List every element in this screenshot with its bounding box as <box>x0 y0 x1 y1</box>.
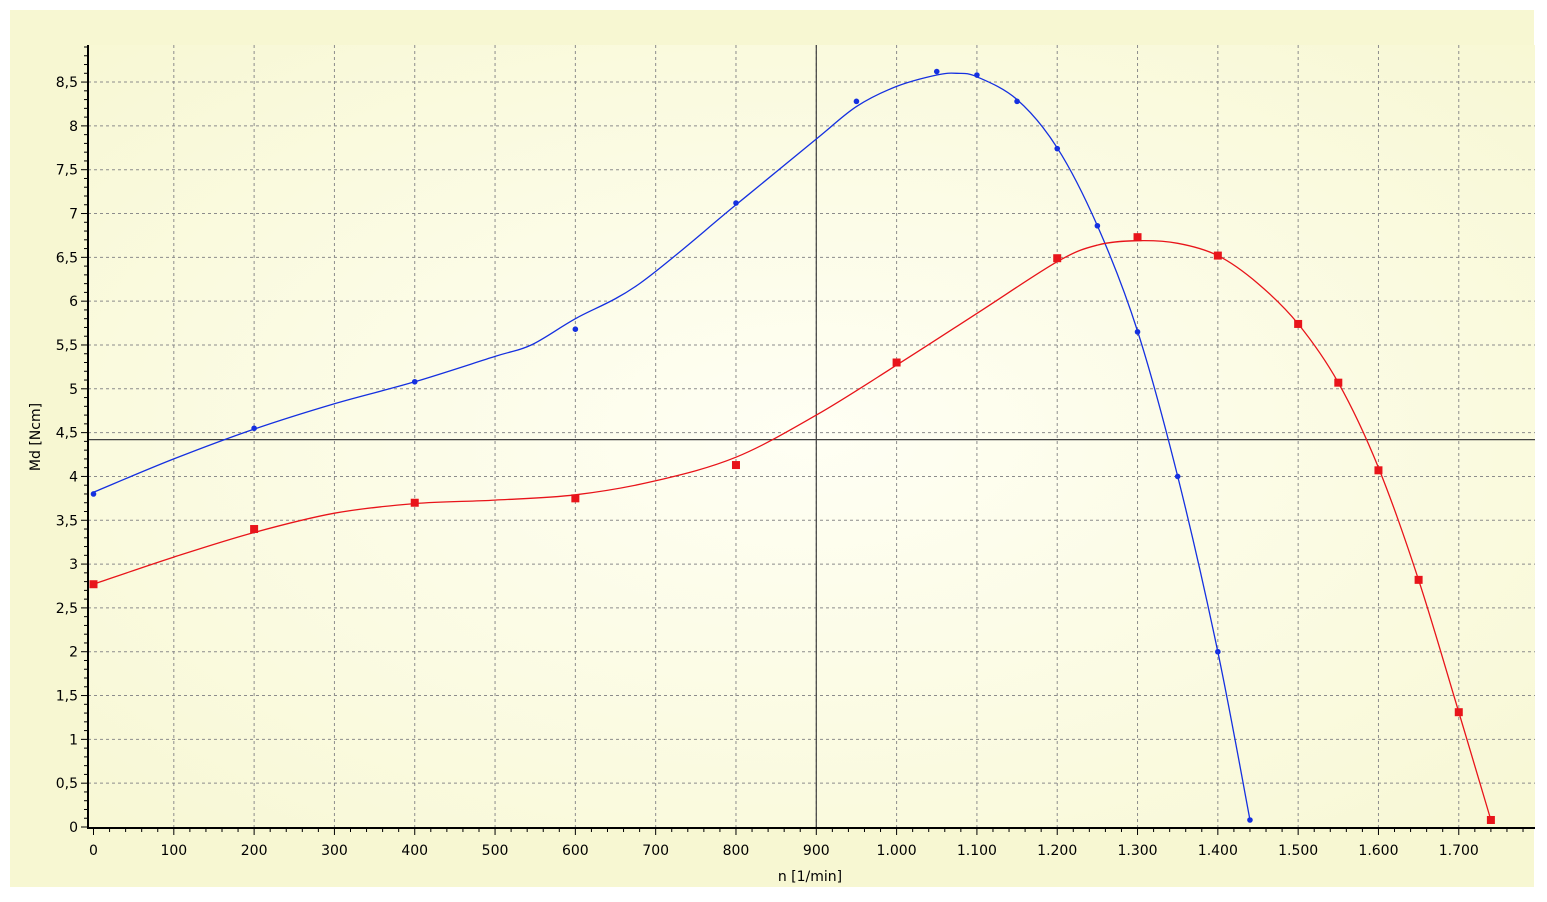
data-point-red <box>1454 708 1463 717</box>
series-layer <box>89 68 1495 824</box>
data-point-blue <box>1014 98 1020 105</box>
data-point-blue <box>1215 648 1221 655</box>
x-axis-title: n [1/min] <box>778 869 842 885</box>
data-point-red <box>571 494 580 503</box>
series-blue-line <box>93 72 1251 821</box>
x-axis-ticks: 0 100 200 300 400 500 600 700 800 900 1.000 1.100 1.… <box>89 828 1524 859</box>
data-point-red <box>1486 815 1495 824</box>
data-point-blue <box>933 68 940 75</box>
x-tick-label: 1.400 <box>1198 843 1238 859</box>
y-tick-label: 8,5 <box>56 75 78 91</box>
x-tick-label: 1.300 <box>1117 843 1157 859</box>
data-point-red <box>1053 254 1062 263</box>
data-point-blue <box>853 98 860 105</box>
x-tick-label: 1.200 <box>1037 843 1077 859</box>
data-point-blue <box>1094 222 1101 229</box>
plot-area-background <box>88 45 1535 828</box>
x-tick-label: 1.700 <box>1439 843 1479 859</box>
x-tick-label: 1.000 <box>877 843 917 859</box>
y-tick-label: 4 <box>69 469 78 485</box>
y-tick-label: 6 <box>69 294 78 310</box>
y-tick-label: 1,5 <box>56 689 78 705</box>
data-point-red <box>89 580 98 589</box>
data-point-blue <box>1174 473 1181 480</box>
x-tick-label: 0 <box>89 843 98 859</box>
data-point-red <box>1414 575 1423 584</box>
y-tick-label: 4,5 <box>56 426 78 442</box>
data-point-blue <box>1247 817 1253 823</box>
y-tick-label: 7 <box>69 207 78 223</box>
x-tick-label: 500 <box>482 843 509 859</box>
data-point-blue <box>1134 329 1141 335</box>
x-tick-label: 900 <box>803 843 830 859</box>
data-point-blue <box>90 491 97 497</box>
y-tick-label: 7,5 <box>56 163 78 179</box>
y-tick-label: 6,5 <box>56 250 78 266</box>
y-tick-label: 5 <box>69 382 78 398</box>
data-point-blue <box>974 72 980 78</box>
data-point-red <box>410 498 419 507</box>
data-point-red <box>731 461 740 470</box>
x-tick-label: 600 <box>562 843 589 859</box>
data-point-red <box>1294 319 1303 328</box>
x-tick-label: 200 <box>241 843 268 859</box>
data-point-red <box>1374 466 1383 475</box>
y-tick-label: 2,5 <box>56 601 78 617</box>
series-red <box>89 233 1495 824</box>
x-tick-label: 1.500 <box>1278 843 1318 859</box>
data-point-red <box>1133 233 1142 242</box>
y-tick-label: 8 <box>69 119 78 135</box>
data-point-blue <box>572 326 579 333</box>
y-tick-label: 3 <box>69 557 78 573</box>
data-point-blue <box>411 378 418 385</box>
y-tick-label: 0 <box>69 820 78 836</box>
x-tick-label: 800 <box>723 843 750 859</box>
data-point-red <box>1213 251 1222 260</box>
crosshair <box>88 45 1535 828</box>
y-tick-label: 3,5 <box>56 513 78 529</box>
x-tick-label: 100 <box>160 843 187 859</box>
data-point-red <box>1334 378 1343 387</box>
y-axis-title: Md [Ncm] <box>28 403 44 471</box>
y-tick-label: 0,5 <box>56 776 78 792</box>
x-tick-label: 1.600 <box>1358 843 1398 859</box>
x-tick-label: 1.100 <box>957 843 997 859</box>
x-tick-label: 300 <box>321 843 348 859</box>
x-tick-label: 700 <box>642 843 669 859</box>
data-point-red <box>250 525 259 534</box>
y-axis-ticks: 0 0,5 1 1,5 2 2,5 3 3,5 4 4,5 5 5,5 6 6,5 7 7,5 8 8,5 <box>56 46 88 836</box>
data-point-blue <box>733 200 739 206</box>
series-red-line <box>93 239 1492 821</box>
x-tick-label: 400 <box>401 843 428 859</box>
y-tick-label: 5,5 <box>56 338 78 354</box>
series-blue <box>90 68 1253 823</box>
data-point-blue <box>251 425 257 432</box>
y-tick-label: 1 <box>69 732 78 748</box>
grid-lines <box>88 45 1535 828</box>
y-tick-label: 2 <box>69 645 78 661</box>
data-point-red <box>892 358 901 367</box>
data-point-blue <box>1054 145 1061 152</box>
axes <box>87 45 1535 829</box>
